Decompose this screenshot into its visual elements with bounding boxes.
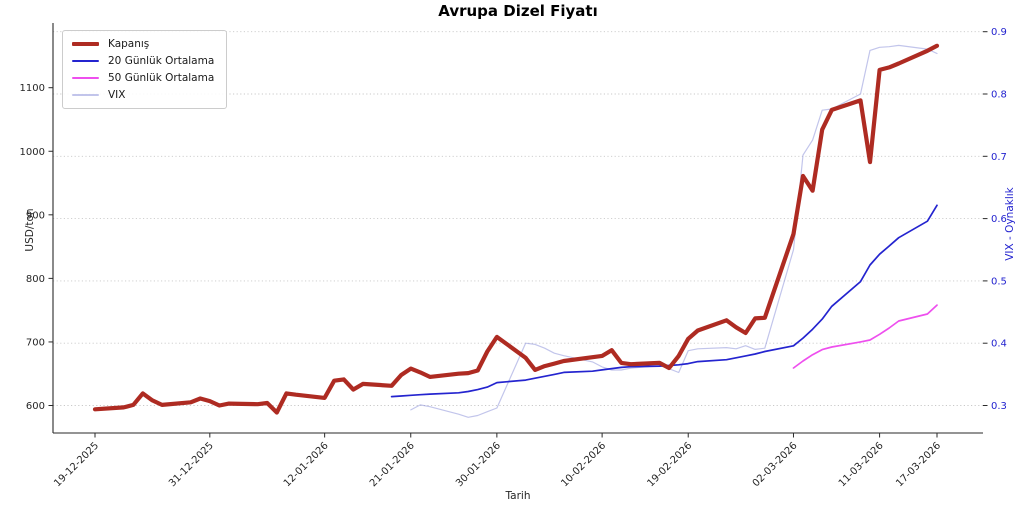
legend-label-vix: VIX (108, 89, 126, 101)
chart-title: Avrupa Dizel Fiyatı (438, 2, 598, 20)
y-tick-label-left: 800 (26, 274, 45, 285)
y-tick-label-left: 600 (26, 401, 45, 412)
y-tick-label-left: 900 (26, 210, 45, 221)
y-tick-label-right: 0.6 (991, 214, 1007, 225)
x-tick-label: 12-01-2026 (282, 440, 331, 489)
x-tick-label: 21-01-2026 (368, 440, 417, 489)
y-tick-label-right: 0.3 (991, 401, 1007, 412)
y-tick-label-left: 1100 (20, 83, 45, 94)
y-tick-label-right: 0.4 (991, 339, 1007, 350)
legend-item-kapanis: Kapanış (72, 37, 214, 51)
x-tick-label: 31-12-2025 (167, 440, 216, 489)
legend-swatch-vix (72, 94, 99, 96)
x-tick-label: 30-01-2026 (454, 440, 503, 489)
x-axis-label: Tarih (505, 490, 531, 502)
legend-item-ma50: 50 Günlük Ortalama (72, 71, 214, 85)
x-tick-label: 11-03-2026 (837, 440, 886, 489)
x-tick-label: 19-02-2026 (645, 440, 694, 489)
legend-swatch-ma20 (72, 60, 99, 62)
x-tick-label: 02-03-2026 (751, 440, 800, 489)
y-tick-label-right: 0.7 (991, 152, 1007, 163)
series-line-kapanis (92, 43, 940, 415)
series-line-ma50 (792, 304, 938, 369)
y-axis-label-right: VIX - Oynaklık (1004, 187, 1016, 261)
y-tick-label-left: 1000 (20, 147, 45, 158)
series-line-vix (410, 44, 938, 418)
y-tick-label-right: 0.9 (991, 27, 1007, 38)
legend-label-kapanis: Kapanış (108, 38, 150, 50)
legend-label-ma50: 50 Günlük Ortalama (108, 72, 215, 84)
y-axis-label-left: USD/ton (24, 208, 36, 252)
y-tick-label-right: 0.5 (991, 276, 1007, 287)
legend: Kapanış 20 Günlük Ortalama 50 Günlük Ort… (62, 30, 228, 109)
legend-swatch-kapanis (72, 41, 99, 47)
legend-swatch-ma50 (72, 77, 99, 79)
x-tick-label: 17-03-2026 (894, 440, 943, 489)
x-tick-label: 19-12-2025 (52, 440, 101, 489)
series-line-ma20 (390, 204, 938, 398)
legend-item-vix: VIX (72, 88, 214, 102)
x-tick-label: 10-02-2026 (559, 440, 608, 489)
y-tick-label-right: 0.8 (991, 90, 1007, 101)
legend-label-ma20: 20 Günlük Ortalama (108, 55, 215, 67)
legend-item-ma20: 20 Günlük Ortalama (72, 54, 214, 68)
y-tick-label-left: 700 (26, 337, 45, 348)
